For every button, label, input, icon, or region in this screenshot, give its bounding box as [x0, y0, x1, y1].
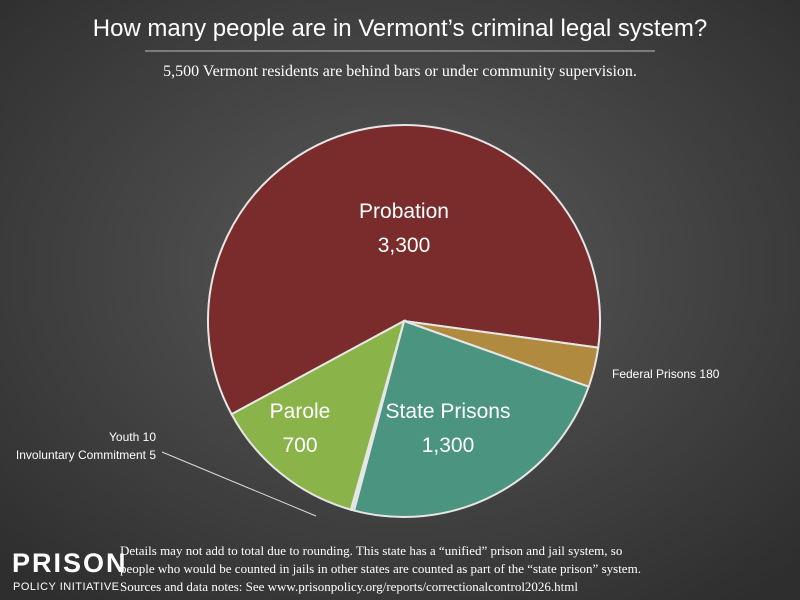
value-label: 180: [699, 367, 719, 381]
pie: [207, 124, 601, 518]
slice-label: State Prisons: [386, 400, 511, 423]
pie-slice: [230, 318, 406, 511]
slice-label: Parole: [270, 400, 331, 423]
chart-subtitle: 5,500 Vermont residents are behind bars …: [163, 63, 637, 80]
logo-sub: POLICY INITIATIVE: [13, 581, 120, 593]
slice-label-name: Youth: [109, 430, 139, 444]
slice-label: Federal Prisons 180: [612, 367, 720, 381]
slice-label: Youth 10: [109, 430, 156, 444]
chart-title: How many people are in Vermont’s crimina…: [93, 15, 708, 42]
value-label: 3,300: [378, 234, 431, 257]
value-label: 1,300: [422, 434, 475, 457]
labels: Probation 3,300 State Prisons 1,300 Parole 70…: [16, 200, 720, 517]
pie-slice: [207, 124, 601, 416]
slice-label-name: Federal Prisons: [612, 367, 696, 381]
logo-main: PRISON: [12, 548, 128, 578]
note: people who would be counted in jails in …: [120, 561, 641, 576]
slice-label-name: Involuntary Commitment: [16, 448, 147, 462]
slice-label: Involuntary Commitment 5: [16, 448, 156, 462]
note: Details may not add to total due to roun…: [120, 543, 622, 558]
note: Sources and data notes: See www.prisonpo…: [120, 579, 578, 594]
value-label: 700: [282, 434, 317, 457]
leader-line: [161, 451, 317, 517]
value-label: 10: [143, 430, 157, 444]
slice-label: Probation: [359, 200, 449, 223]
value-label: 5: [149, 448, 156, 462]
pie-slice: [352, 319, 590, 518]
